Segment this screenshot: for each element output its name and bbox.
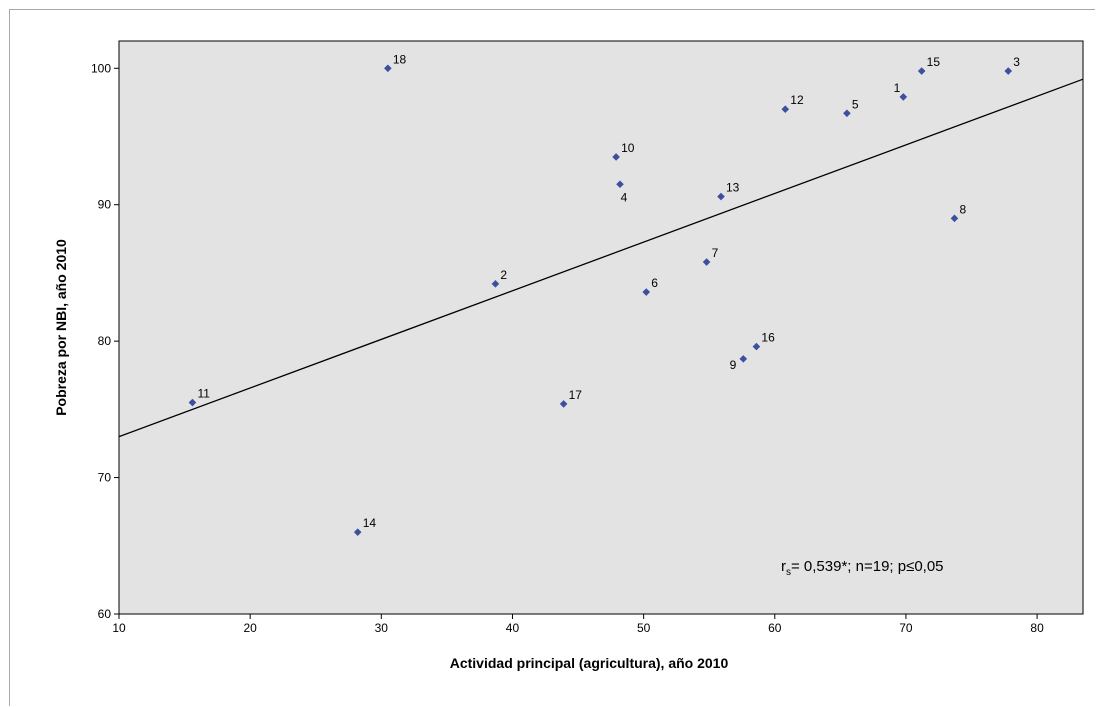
y-tick-label: 100 [91,61,111,75]
point-label: 2 [500,268,507,282]
data-point [717,192,725,201]
point-label: 9 [730,358,737,372]
data-point [188,398,197,407]
plot-area [118,40,1084,615]
point-label: 11 [197,387,210,401]
x-tick-label: 30 [375,621,389,635]
point-label: 5 [852,97,859,111]
point-label: 3 [1013,55,1020,69]
point-label: 13 [726,181,740,195]
x-tick-label: 40 [506,621,520,635]
data-point [739,355,748,363]
data-point [491,280,500,288]
y-tick-label: 90 [98,198,112,212]
correlation-annotation: rs= 0,539*; n=19; p≤0,05 [781,558,944,578]
point-label: 17 [569,388,583,402]
point-label: 8 [959,202,966,216]
x-tick-label: 60 [768,621,782,635]
point-label: 12 [790,93,804,107]
point-label: 10 [621,141,635,155]
data-point [353,528,362,536]
point-label: 4 [621,190,628,204]
point-label: 18 [393,52,407,66]
data-point [917,67,926,75]
data-point [843,109,851,118]
data-point [384,64,392,73]
x-tick-label: 70 [899,621,913,635]
x-tick-label: 50 [637,621,651,635]
annotation-subscript: s [786,567,791,578]
y-tick-label: 80 [98,334,112,348]
point-label: 16 [761,331,775,345]
data-point [781,105,790,114]
y-tick-label: 70 [98,471,112,485]
data-point [752,342,761,351]
data-point [642,288,651,296]
y-axis-title: Pobreza por NBI, año 2010 [53,239,69,416]
data-point [559,400,568,408]
point-label: 6 [651,276,658,290]
point-label: 14 [363,516,377,530]
point-label: 7 [712,246,719,260]
data-point [612,153,620,161]
x-axis-title: Actividad principal (agricultura), año 2… [450,655,729,671]
chart-frame [9,9,1095,706]
y-tick-label: 60 [98,607,112,621]
data-point [616,180,624,189]
data-point [702,258,711,266]
annotation-prefix: r [781,558,786,575]
point-label: 1 [894,81,901,95]
x-tick-label: 10 [112,621,126,635]
x-tick-label: 20 [243,621,257,635]
data-point [950,214,959,223]
data-point [1004,67,1013,75]
point-label: 15 [927,55,941,69]
regression-line [118,78,1084,438]
x-tick-label: 80 [1030,621,1044,635]
data-point [899,93,908,101]
annotation-text: = 0,539*; n=19; p≤0,05 [791,558,944,575]
